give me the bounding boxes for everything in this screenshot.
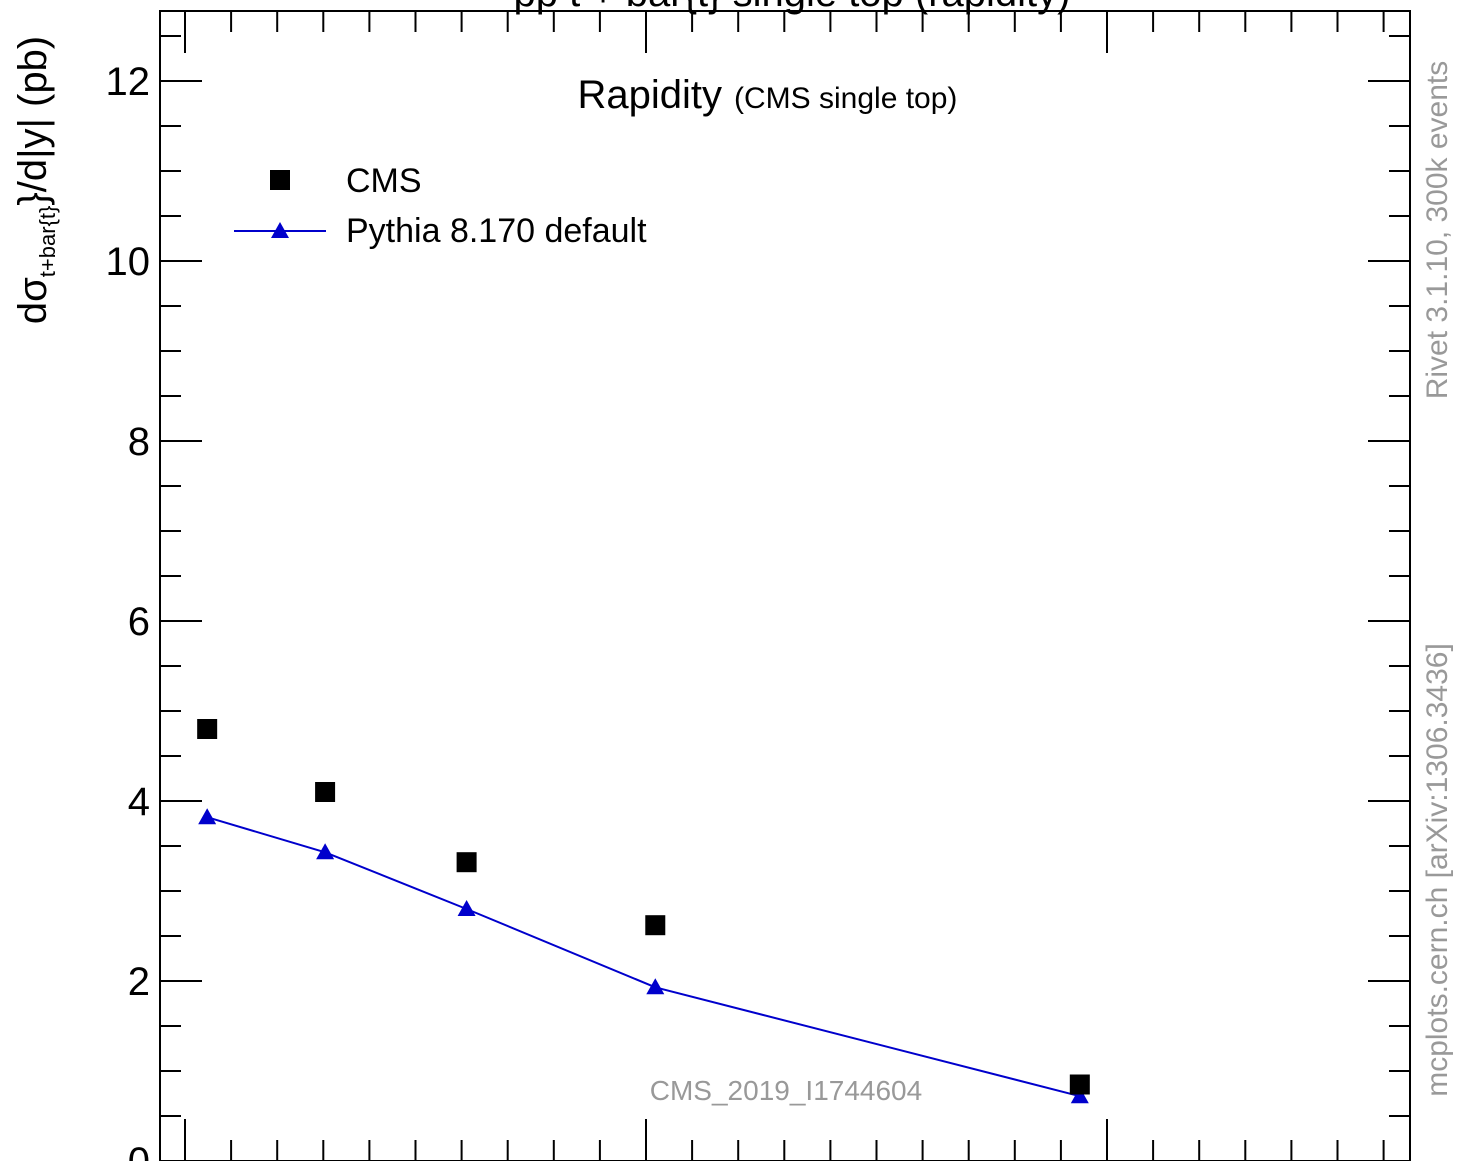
legend-marker-pythia bbox=[271, 222, 289, 238]
chart-top-title: pp t + bar{t} single top (rapidity) bbox=[514, 0, 1071, 15]
y-tick-label: 0 bbox=[128, 1140, 150, 1161]
y-axis-label-sub: t+bar{t} bbox=[35, 205, 60, 278]
cms-point bbox=[645, 915, 666, 936]
pythia-line bbox=[206, 816, 1081, 1098]
chart-title: Rapidity (CMS single top) bbox=[577, 73, 957, 117]
cms-point bbox=[197, 719, 218, 739]
legend: CMS Pythia 8.170 default bbox=[234, 162, 647, 250]
pythia-point bbox=[1070, 1087, 1089, 1104]
generator-info: Rivet 3.1.10, 300k events bbox=[1421, 60, 1454, 400]
cms-point bbox=[456, 852, 477, 873]
y-tick-label: 4 bbox=[128, 780, 150, 824]
legend-label-pythia: Pythia 8.170 default bbox=[346, 212, 647, 250]
pythia-point bbox=[457, 900, 476, 916]
axis-ticks: 0 2 4 6 8 10 12 bbox=[106, 11, 1410, 1161]
pythia-point bbox=[646, 978, 665, 995]
y-axis-label-main: dσ bbox=[11, 277, 55, 325]
y-tick-label: 6 bbox=[128, 600, 150, 644]
y-tick-label: 10 bbox=[106, 240, 151, 284]
analysis-label: CMS_2019_I1744604 bbox=[650, 1075, 922, 1106]
data-series bbox=[197, 719, 1090, 1104]
legend-label-cms: CMS bbox=[346, 162, 422, 200]
legend-marker-cms bbox=[270, 170, 290, 190]
y-tick-label: 12 bbox=[106, 60, 151, 104]
cms-point bbox=[1069, 1074, 1090, 1095]
y-tick-label: 8 bbox=[128, 420, 150, 464]
y-axis-label: dσt+bar{t}}/d|y| (pb) bbox=[11, 36, 61, 324]
pythia-point bbox=[198, 808, 217, 825]
y-tick-label: 2 bbox=[128, 960, 150, 1004]
pythia-point bbox=[316, 843, 335, 860]
cms-point bbox=[315, 782, 336, 802]
source-info: mcplots.cern.ch [arXiv:1306.3436] bbox=[1421, 643, 1454, 1097]
chart-title-sub: (CMS single top) bbox=[734, 82, 957, 115]
chart-title-main: Rapidity bbox=[577, 73, 722, 117]
y-axis-label-rest: }/d|y| (pb) bbox=[11, 35, 55, 206]
